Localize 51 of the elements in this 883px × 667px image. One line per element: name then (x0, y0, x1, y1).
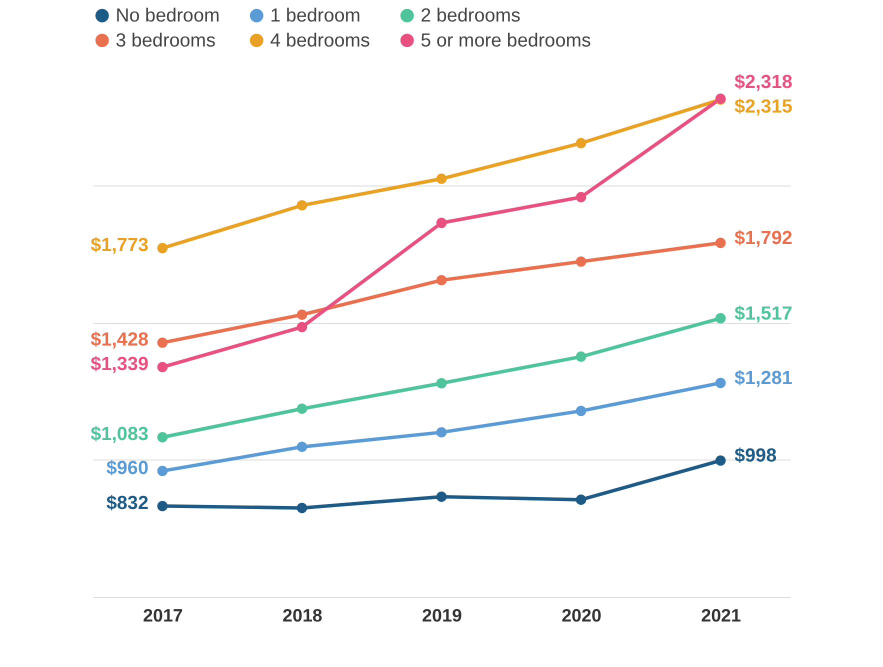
legend-label: 2 bedrooms (420, 6, 521, 27)
point (715, 238, 726, 248)
point (436, 218, 447, 228)
point (436, 378, 447, 388)
point (436, 427, 447, 438)
legend-label: 3 bedrooms (116, 30, 216, 52)
point (576, 494, 586, 505)
data-label: $1,792 (734, 228, 792, 249)
point (157, 466, 168, 476)
point (157, 362, 168, 372)
point (715, 378, 726, 388)
point (715, 455, 726, 466)
data-label: $1,773 (90, 235, 148, 256)
point (296, 322, 308, 332)
data-label: $832 (106, 493, 148, 514)
data-label: $2,318 (734, 72, 792, 93)
x-tick-label: 2020 (562, 605, 602, 626)
x-tick-label: 2017 (143, 605, 183, 626)
legend-label: 1 bedroom (270, 6, 361, 27)
point (715, 313, 726, 324)
data-label: $1,083 (90, 424, 148, 446)
legend-label: No bedroom (116, 6, 220, 27)
point (157, 432, 168, 442)
point (157, 337, 168, 348)
point (576, 406, 586, 416)
x-tick-label: 2019 (422, 605, 462, 626)
point (157, 242, 168, 254)
point (296, 502, 308, 514)
point (296, 404, 308, 414)
data-label: $2,315 (734, 96, 792, 118)
point (576, 138, 586, 148)
point (157, 500, 168, 512)
point (296, 442, 308, 452)
legend-label: 4 bedrooms (270, 30, 370, 52)
point (296, 310, 308, 320)
point (436, 174, 447, 184)
data-label: $1,428 (90, 330, 148, 351)
x-tick-label: 2018 (282, 605, 322, 626)
point (436, 492, 447, 502)
point (296, 200, 308, 211)
legend-label: 5 or more bedrooms (420, 30, 591, 52)
point (576, 192, 586, 202)
data-label: $1,517 (734, 303, 792, 324)
point (436, 274, 447, 286)
data-label: $1,339 (90, 354, 148, 376)
data-label: $1,281 (734, 368, 792, 389)
data-label: $998 (734, 446, 777, 467)
point (576, 351, 586, 362)
x-tick-label: 2021 (701, 605, 742, 626)
data-label: $960 (106, 458, 148, 479)
point (576, 256, 586, 267)
